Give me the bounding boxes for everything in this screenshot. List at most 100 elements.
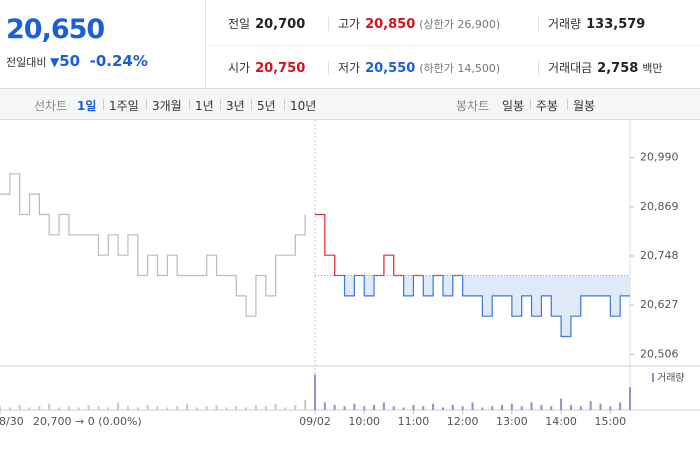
divider <box>206 45 700 46</box>
volume-bar <box>58 407 61 410</box>
stat-value: 133,579 <box>586 17 646 32</box>
stat: 전일 20,700 <box>228 14 305 34</box>
volume-bar <box>441 407 444 410</box>
stat: 거래량 133,579 <box>548 14 645 34</box>
volume-bar <box>294 404 297 410</box>
x-tick-label: 14:00 <box>545 415 577 428</box>
separator <box>328 61 329 75</box>
price-panel: 20,650 전일대비 ▼50 -0.24% <box>0 0 206 88</box>
volume-bar <box>382 402 385 410</box>
chart: 20,506 20,627 20,748 20,869 20,990 08/30 09/02… <box>0 120 700 428</box>
stat-note: (상한가 26,900) <box>419 18 501 31</box>
x-tick-label: 08/30 <box>0 415 24 428</box>
x-tick-label: 13:00 <box>496 415 528 428</box>
y-tick-label: 20,990 <box>640 151 679 164</box>
volume-bar <box>176 406 179 410</box>
stat-label: 거래량 <box>548 17 582 31</box>
tab[interactable]: 5년 <box>257 99 276 113</box>
volume-bar <box>491 406 494 410</box>
volume-bar <box>0 406 1 410</box>
x-tick-label: 15:00 <box>594 415 626 428</box>
stat-note: (하한가 14,500) <box>419 62 501 75</box>
volume-bar <box>87 404 90 410</box>
tab[interactable]: 1일 <box>77 99 97 113</box>
volume-bar <box>215 404 218 410</box>
down-icon: ▼ <box>49 55 60 69</box>
volume-bar <box>205 406 208 410</box>
volume-bar <box>166 407 169 410</box>
volume-bar <box>235 406 238 410</box>
separator <box>328 17 329 31</box>
volume-bar <box>451 404 454 410</box>
stat: 저가 20,550 (하한가 14,500) <box>338 58 500 78</box>
legend-swatch <box>652 373 654 382</box>
volume-bar <box>619 402 622 410</box>
y-tick-label: 20,506 <box>640 347 679 360</box>
tab-separator <box>251 99 252 110</box>
tab-bar: 선차트 봉차트 1일 1주일 3개월 1년 3년 5년 10년 일봉 주봉 월봉 <box>0 89 700 120</box>
tab-separator <box>220 99 221 110</box>
volume-bar <box>402 407 405 410</box>
tab-separator <box>284 99 285 110</box>
volume-bar <box>520 406 523 410</box>
volume-bar <box>245 407 248 410</box>
volume-bar <box>422 406 425 410</box>
stat: 시가 20,750 <box>228 58 305 78</box>
tab[interactable]: 1년 <box>195 99 214 113</box>
tab-separator <box>146 99 147 110</box>
tab[interactable]: 3개월 <box>152 99 182 113</box>
tab[interactable]: 10년 <box>290 99 317 113</box>
stat-label: 고가 <box>338 17 361 31</box>
volume-bar <box>314 374 316 410</box>
volume-bar <box>48 403 51 410</box>
stat-value: 20,700 <box>255 17 306 32</box>
tab-separator <box>189 99 190 110</box>
volume-bar <box>560 398 563 410</box>
tab[interactable]: 3년 <box>226 99 245 113</box>
volume-bar <box>186 403 189 410</box>
volume-bar <box>629 387 631 410</box>
stat: 거래대금 2,758 백만 <box>548 58 663 78</box>
separator <box>538 61 539 75</box>
volume-bar <box>274 403 277 410</box>
tab-separator <box>103 99 104 110</box>
volume-bar <box>530 402 533 410</box>
y-tick-label: 20,869 <box>640 200 679 213</box>
volume-bar <box>609 406 612 410</box>
volume-bar <box>323 402 326 410</box>
volume-bar <box>117 402 120 410</box>
legend-label: 거래량 <box>657 372 685 384</box>
y-tick-label: 20,627 <box>640 298 679 311</box>
stat-value: 20,750 <box>255 61 306 76</box>
volume-bar <box>38 406 41 410</box>
volume-bar <box>67 406 70 410</box>
change-value: 50 <box>59 52 81 70</box>
stat-value: 20,550 <box>365 61 416 76</box>
volume-bar <box>28 407 31 410</box>
stat-label: 시가 <box>228 61 251 75</box>
volume-bar <box>373 404 376 410</box>
x-tick-label: 11:00 <box>398 415 430 428</box>
volume-bar <box>363 406 366 410</box>
tab[interactable]: 1주일 <box>109 99 139 113</box>
stat-value: 20,850 <box>365 17 416 32</box>
volume-bar <box>97 406 100 410</box>
volume-bar <box>254 404 257 410</box>
tab[interactable]: 주봉 <box>536 99 559 113</box>
change-row: 전일대비 ▼50 -0.24% <box>6 52 148 70</box>
tab[interactable]: 월봉 <box>573 99 596 113</box>
volume-bar <box>264 406 267 410</box>
tab[interactable]: 일봉 <box>502 99 525 113</box>
volume-bar <box>18 404 21 410</box>
volume-bar <box>126 406 129 410</box>
volume-bar <box>481 407 484 410</box>
stat-label: 전일 <box>228 17 251 31</box>
volume-bar <box>156 406 159 410</box>
volume-bar <box>77 407 80 410</box>
stat-label: 저가 <box>338 61 361 75</box>
volume-bar <box>284 407 287 410</box>
volume-bar <box>333 404 336 410</box>
volume-bar <box>461 406 464 410</box>
tab-separator <box>530 99 531 110</box>
volume-bar <box>107 407 110 410</box>
